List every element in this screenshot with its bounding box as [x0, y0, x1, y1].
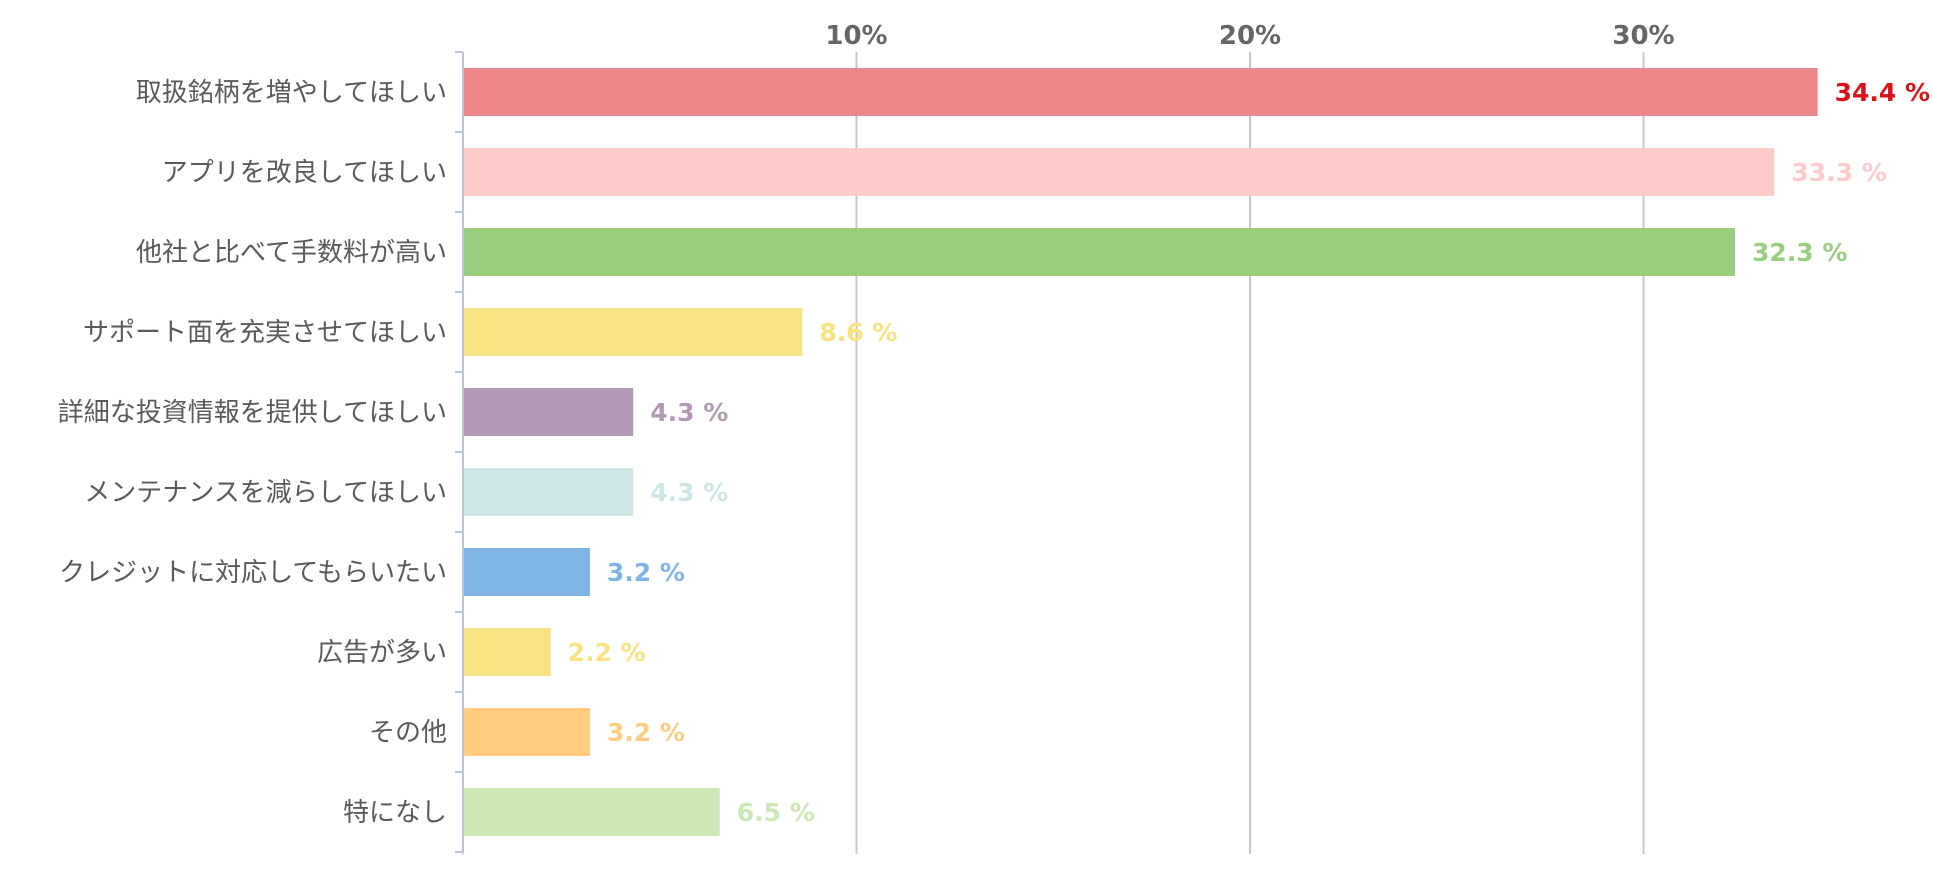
bar-3	[464, 228, 1736, 276]
value-label-3: 32.3 %	[1752, 238, 1847, 267]
category-label-9: その他	[369, 718, 447, 748]
category-label-7: クレジットに対応してもらいたい	[59, 558, 447, 588]
bar-5	[464, 388, 634, 436]
category-label-6: メンテナンスを減らしてほしい	[84, 478, 447, 508]
value-label-6: 4.3 %	[650, 478, 728, 507]
value-label-8: 2.2 %	[568, 638, 646, 667]
tick-label-10: 10%	[825, 21, 887, 51]
value-labels: 34.4 % 33.3 % 32.3 % 8.6 % 4.3 % 4.3 % 3.2 % 2.…	[568, 78, 1931, 827]
y-axis	[455, 51, 464, 854]
value-label-9: 3.2 %	[607, 718, 685, 747]
bar-7	[464, 548, 590, 596]
bar-8	[464, 628, 551, 676]
category-label-5: 詳細な投資情報を提供してほしい	[58, 398, 447, 428]
category-label-2: アプリを改良してほしい	[162, 158, 447, 188]
category-label-8: 広告が多い	[317, 638, 447, 668]
bar-10	[464, 788, 720, 836]
bar-4	[464, 308, 803, 356]
category-label-4: サポート面を充実させてほしい	[83, 318, 447, 348]
bar-1	[464, 68, 1818, 116]
category-labels: 取扱銘柄を増やしてほしいアプリを改良してほしい他社と比べて手数料が高いサポート面…	[58, 78, 447, 828]
value-label-10: 6.5 %	[737, 798, 815, 827]
category-label-1: 取扱銘柄を増やしてほしい	[136, 78, 447, 108]
value-label-5: 4.3 %	[650, 398, 728, 427]
value-label-2: 33.3 %	[1791, 158, 1886, 187]
bar-6	[464, 468, 634, 516]
bar-2	[464, 148, 1775, 196]
value-label-7: 3.2 %	[607, 558, 685, 587]
bars	[464, 68, 1818, 836]
bar-9	[464, 708, 590, 756]
category-label-10: 特になし	[343, 798, 447, 828]
value-label-1: 34.4 %	[1835, 78, 1930, 107]
value-label-4: 8.6 %	[819, 318, 897, 347]
tick-label-20: 20%	[1219, 21, 1281, 51]
x-axis-ticks: 10% 20% 30%	[825, 21, 1674, 51]
category-label-3: 他社と比べて手数料が高い	[136, 238, 447, 268]
tick-label-30: 30%	[1612, 21, 1674, 51]
